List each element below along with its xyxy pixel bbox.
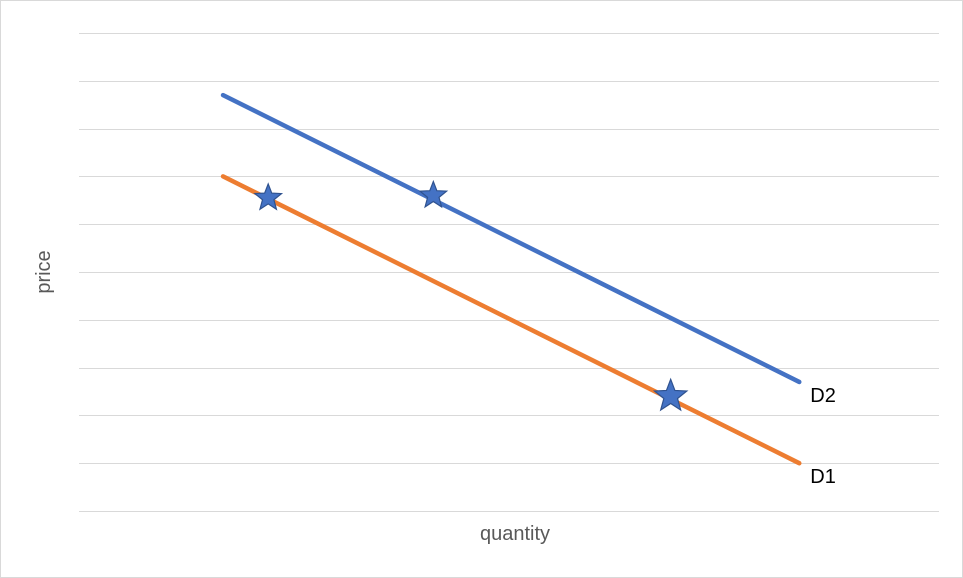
star-marker-3 [652,377,689,412]
gridlines [79,33,939,512]
star-marker-2 [418,179,449,209]
series-label-d2: D2 [810,385,836,407]
series-label-d1: D1 [810,466,836,488]
series-line-d1 [220,174,802,466]
series-line-d2 [220,92,802,385]
series-lines [220,92,802,466]
star-marker-1 [253,182,284,211]
series-labels: D2 D1 [810,385,836,488]
point-markers [253,179,689,412]
x-axis-title: quantity [480,523,550,545]
y-axis-title: price [33,250,55,293]
